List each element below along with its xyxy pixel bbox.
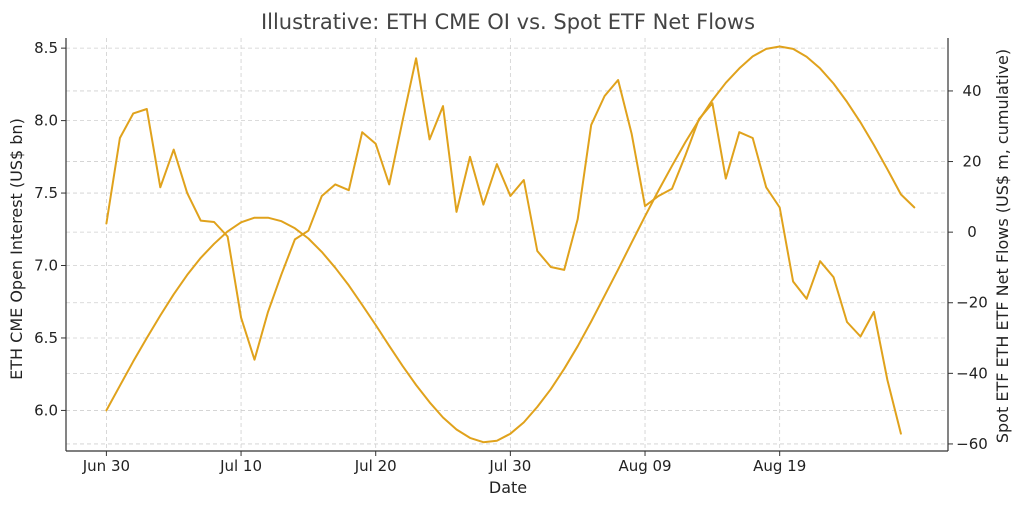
y-left-tick-label: 8.0 — [34, 112, 58, 130]
x-tick-label: Jun 30 — [82, 457, 130, 475]
series-layer — [105, 45, 916, 444]
x-axis-label: Date — [489, 478, 527, 497]
x-tick-label: Jul 30 — [488, 457, 531, 475]
y-axis-right-label: Spot ETF ETH ETF Net Flows (US$ m, cumul… — [993, 49, 1012, 443]
x-tick-label: Aug 19 — [753, 457, 806, 475]
y-left-tick-label: 7.5 — [34, 184, 58, 202]
x-tick-label: Aug 09 — [618, 457, 671, 475]
x-tick-label: Jul 20 — [354, 457, 397, 475]
cme-oi-line — [105, 57, 902, 435]
y-left-tick-label: 8.5 — [34, 39, 58, 57]
y-left-tick-label: 6.5 — [34, 329, 58, 347]
y-right-tick-label: 0 — [967, 223, 977, 241]
chart-title: Illustrative: ETH CME OI vs. Spot ETF Ne… — [261, 10, 755, 34]
y-left-tick-label: 7.0 — [34, 257, 58, 275]
grid — [66, 38, 948, 451]
y-right-tick-label: 40 — [962, 82, 981, 100]
y-left-tick-label: 6.0 — [34, 401, 58, 419]
y-right-tick-label: −40 — [956, 364, 988, 382]
x-tick-label: Jul 10 — [219, 457, 262, 475]
y-right-tick-label: −20 — [956, 294, 988, 312]
etf-flows-line — [105, 45, 916, 444]
y-right-tick-label: 20 — [962, 153, 981, 171]
y-right-tick-label: −60 — [956, 435, 988, 453]
axes: Jun 30 Jul 10 Jul 20 Jul 30 Aug 09 Aug 19 6.0 6… — [34, 38, 988, 475]
y-axis-left-label: ETH CME Open Interest (US$ bn) — [7, 118, 26, 380]
